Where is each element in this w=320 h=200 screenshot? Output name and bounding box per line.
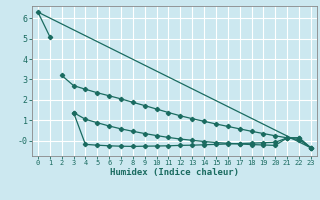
X-axis label: Humidex (Indice chaleur): Humidex (Indice chaleur)	[110, 168, 239, 177]
